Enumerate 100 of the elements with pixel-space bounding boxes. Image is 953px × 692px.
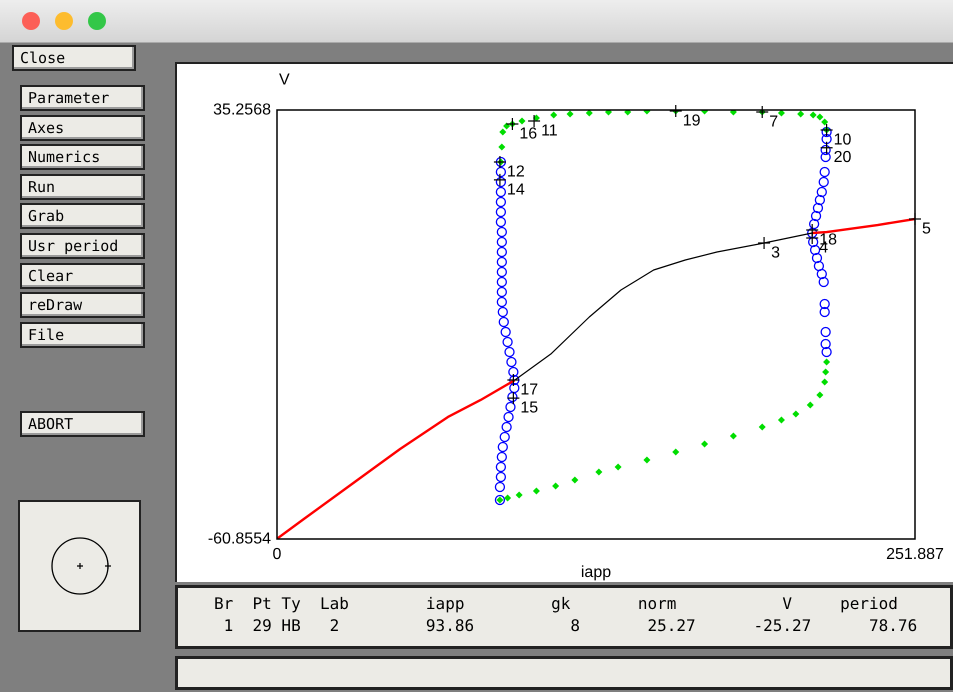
point [501, 422, 512, 432]
point [806, 402, 814, 408]
point [818, 176, 829, 188]
annotation: 19 [682, 112, 701, 130]
text: Axes [20, 114, 145, 141]
point [821, 126, 832, 138]
annotation: 17 [520, 381, 538, 398]
point [757, 236, 771, 250]
text: Numerics [20, 144, 145, 170]
point [552, 482, 559, 490]
point [820, 298, 830, 310]
point [500, 128, 506, 136]
x-axis-title: iapp [580, 564, 612, 581]
annotation: 10 [834, 131, 852, 148]
point [496, 166, 506, 178]
point [496, 276, 507, 288]
y-tick-label: 35.2568 [213, 101, 272, 118]
point [496, 236, 507, 248]
point [810, 244, 820, 256]
point [812, 202, 824, 214]
point [504, 494, 511, 502]
point [516, 492, 522, 498]
annotation: 11 [541, 122, 558, 140]
annotation: 16 [519, 125, 538, 142]
annotation: 14 [506, 181, 525, 198]
point [550, 112, 558, 118]
point [509, 374, 520, 386]
point [614, 464, 622, 470]
point [624, 110, 632, 116]
point [503, 412, 514, 422]
text: File [20, 322, 145, 348]
point [506, 356, 517, 368]
point [820, 306, 830, 318]
point [816, 392, 824, 398]
point [821, 346, 832, 358]
text: Usr period [20, 233, 145, 259]
text: ABORT [20, 411, 145, 437]
point [498, 316, 509, 328]
point [586, 110, 593, 116]
point [758, 424, 766, 430]
text: Close [12, 45, 136, 71]
point [605, 110, 612, 116]
point [778, 110, 785, 116]
point [812, 252, 822, 264]
point [644, 456, 650, 464]
point [814, 260, 824, 272]
point [496, 472, 506, 482]
point [821, 118, 828, 126]
point [498, 306, 508, 318]
point [810, 112, 816, 118]
point [506, 373, 520, 387]
point [820, 338, 831, 350]
point [730, 432, 737, 440]
point [496, 196, 506, 208]
point [566, 110, 574, 118]
point [778, 416, 785, 424]
text: reDraw [20, 292, 145, 318]
point [823, 358, 830, 366]
point [818, 276, 829, 288]
point [496, 186, 506, 198]
point [496, 296, 507, 308]
text: Grab [20, 203, 145, 230]
annotation: 5 [922, 220, 931, 238]
text: 1 29 HB 2 93.86 8 25.27 -25.27 78.76 [222, 616, 918, 635]
point [494, 482, 506, 492]
annotation: 20 [834, 149, 852, 166]
point [505, 402, 516, 412]
point [503, 122, 510, 130]
point [496, 226, 507, 238]
point [797, 110, 804, 118]
y-axis-title: V [279, 71, 290, 88]
annotation: 3 [771, 244, 780, 262]
point [814, 194, 826, 206]
annotation: 15 [520, 400, 538, 417]
point [820, 152, 831, 162]
point [822, 368, 829, 376]
point [816, 186, 827, 198]
point [792, 410, 800, 418]
point [518, 118, 526, 124]
point [498, 144, 506, 150]
point [496, 452, 507, 462]
point [816, 268, 827, 280]
point [508, 366, 519, 378]
point [496, 266, 507, 278]
annotation: 7 [769, 113, 778, 130]
point [496, 246, 507, 258]
x-tick-label: 251.887 [886, 546, 944, 564]
point [496, 462, 506, 472]
point [498, 442, 508, 452]
point [820, 166, 830, 178]
point [496, 176, 506, 188]
point [816, 114, 824, 120]
point [808, 218, 820, 230]
point [509, 382, 520, 394]
point [820, 326, 831, 338]
point [507, 392, 518, 402]
point [701, 440, 708, 448]
point [496, 216, 506, 228]
point [821, 378, 828, 386]
point [572, 476, 578, 484]
